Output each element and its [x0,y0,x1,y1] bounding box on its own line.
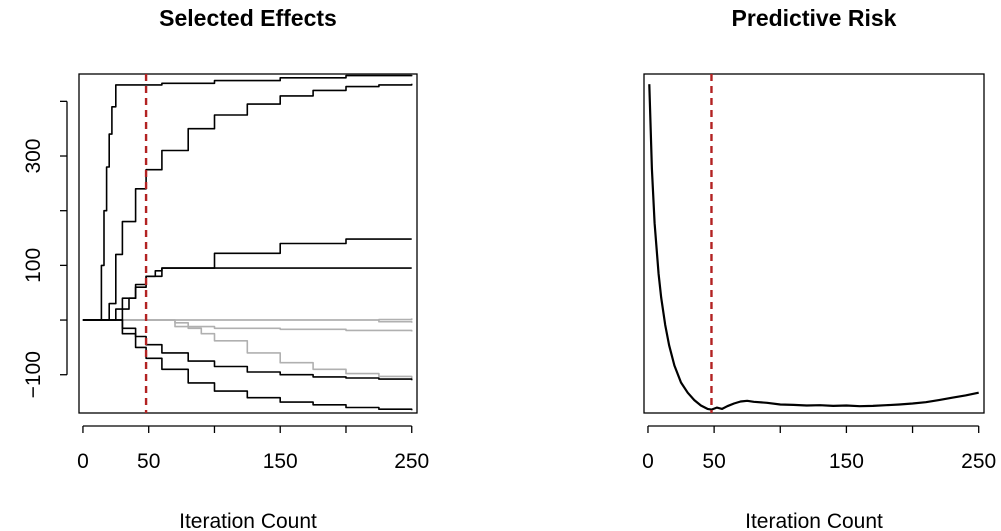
x-axis-label: Iteration Count [179,510,317,531]
x-tick-label: 250 [961,450,996,473]
series-line-7 [82,319,413,332]
chart-title: Selected Effects [159,5,337,31]
x-tick-label: 50 [137,450,160,473]
series-line-5 [82,319,413,411]
series-line-6 [82,319,413,379]
series-line-3 [82,267,412,321]
series-group [82,74,413,413]
panel-predictive-risk: Predictive Risk Iteration Count 0 50 150 25… [642,5,996,531]
x-tick-label: 50 [702,450,725,473]
x-tick-label: 150 [829,450,864,473]
plot-frame [643,73,985,414]
x-tick-label: 150 [263,450,298,473]
x-tick-label: 250 [394,450,429,473]
y-tick-label: 300 [22,138,45,173]
y-axis: −100 100 300 [22,100,68,398]
x-axis-label: Iteration Count [745,510,883,531]
series-line-1 [82,83,413,321]
x-axis: 0 50 150 250 [642,425,996,473]
series-line-0 [648,84,979,411]
x-tick-label: 0 [642,450,654,473]
x-axis: 0 50 150 250 [77,425,429,473]
plot-frame [78,73,418,414]
y-tick-label: 100 [22,248,45,283]
panel-selected-effects: Selected Effects Iteration Count 0 50 150 2… [22,5,429,531]
chart-title: Predictive Risk [732,5,897,31]
series-line-9 [82,319,413,323]
series-line-4 [82,319,413,381]
series-group [648,74,979,413]
x-tick-label: 0 [77,450,89,473]
series-line-0 [82,74,413,321]
series-line-2 [82,238,412,321]
y-tick-label: −100 [22,351,45,398]
